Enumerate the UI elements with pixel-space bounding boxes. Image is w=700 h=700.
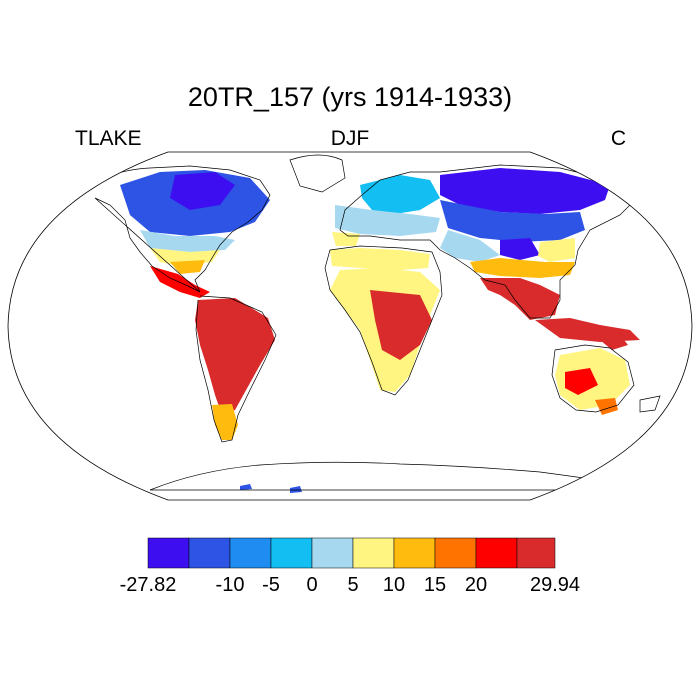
colorbar-box-3	[229, 537, 272, 569]
season-label: DJF	[330, 127, 370, 150]
colorbar-box-6	[352, 537, 395, 569]
temperature-field	[120, 160, 640, 493]
colorbar-label-8: 20	[464, 574, 488, 596]
colorbar	[147, 537, 556, 569]
coastlines	[84, 154, 661, 491]
colorbar-label-3: -5	[262, 574, 280, 596]
colorbar-label-5: 5	[347, 574, 359, 596]
colorbar-label-2: -10	[215, 574, 245, 596]
colorbar-box-1	[147, 537, 190, 569]
colorbar-box-10	[516, 537, 556, 569]
colorbar-label-6: 10	[382, 574, 406, 596]
colorbar-box-5	[311, 537, 354, 569]
variable-label: TLAKE	[75, 127, 142, 150]
colorbar-box-4	[270, 537, 313, 569]
colorbar-box-7	[393, 537, 436, 569]
colorbar-label-min: -27.82	[119, 574, 177, 596]
units-label: C	[610, 127, 626, 150]
colorbar-label-4: 0	[306, 574, 318, 596]
colorbar-label-7: 15	[423, 574, 447, 596]
colorbar-box-8	[434, 537, 477, 569]
colorbar-box-9	[475, 537, 518, 569]
colorbar-label-max: 29.94	[529, 574, 581, 596]
map-title: 20TR_157 (yrs 1914-1933)	[187, 82, 513, 112]
colorbar-box-2	[188, 537, 231, 569]
